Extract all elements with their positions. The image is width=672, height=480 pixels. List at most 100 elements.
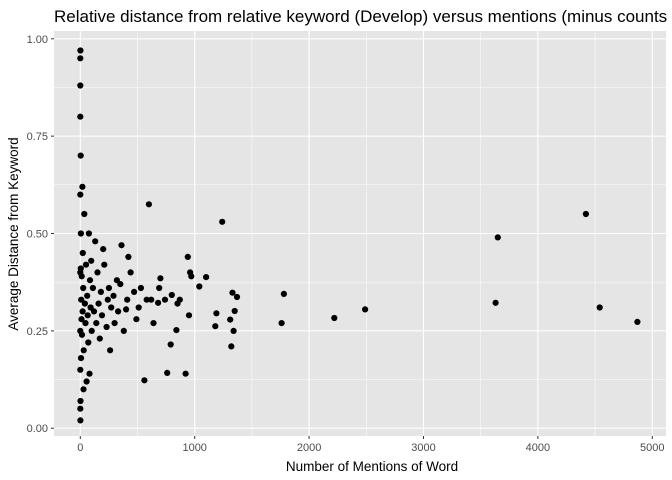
data-point (77, 113, 84, 120)
data-point (155, 299, 162, 306)
data-point (120, 327, 127, 334)
data-point (98, 312, 106, 319)
data-point (85, 339, 92, 346)
data-point (92, 238, 99, 245)
data-point (95, 300, 102, 307)
data-point (77, 47, 84, 54)
data-point (107, 347, 114, 354)
y-tick-label: 1.00 (27, 34, 48, 46)
data-point (156, 284, 163, 292)
x-tick-label: 2000 (297, 442, 321, 454)
data-point (108, 304, 115, 311)
data-point (184, 253, 191, 260)
data-point (148, 296, 155, 303)
data-point (101, 261, 108, 268)
data-point (86, 370, 93, 377)
data-point (97, 288, 104, 295)
data-point (85, 230, 92, 237)
minor-gridlines (54, 31, 666, 436)
data-point (157, 275, 164, 282)
data-point (219, 218, 226, 225)
data-point (79, 183, 86, 190)
data-point (362, 306, 369, 313)
data-point (596, 304, 603, 311)
data-point (77, 230, 84, 237)
data-points (77, 47, 641, 424)
data-point (231, 307, 238, 315)
data-point (141, 377, 148, 384)
data-point (124, 296, 131, 303)
data-point (103, 323, 110, 331)
y-tick-label: 0.50 (27, 229, 48, 241)
y-axis-title: Average Distance from Keyword (6, 137, 21, 330)
data-point (228, 343, 235, 350)
data-point (94, 269, 101, 276)
data-point (77, 191, 84, 198)
data-point (79, 308, 86, 315)
data-point (185, 312, 193, 319)
data-point (196, 283, 203, 290)
data-point (81, 210, 88, 218)
data-point (77, 82, 84, 89)
x-axis-ticks: 0 1000 2000 3000 4000 5000 (77, 436, 665, 454)
data-point (173, 327, 180, 334)
data-point (494, 234, 501, 241)
data-point (230, 327, 237, 334)
data-point (331, 314, 338, 322)
data-point (127, 269, 134, 276)
data-point (168, 291, 175, 299)
data-point (161, 296, 169, 303)
data-point (78, 316, 85, 323)
data-point (104, 296, 111, 303)
data-point (77, 269, 84, 276)
y-axis-ticks: 0.00 0.25 0.50 0.75 1.00 (27, 34, 54, 435)
data-point (82, 320, 89, 327)
x-tick-label: 5000 (640, 442, 664, 454)
data-point (77, 405, 84, 412)
data-point (100, 246, 107, 253)
data-point (77, 355, 85, 362)
data-point (77, 417, 84, 424)
data-point (123, 306, 130, 313)
data-point (105, 284, 112, 292)
data-point (83, 378, 90, 385)
y-tick-label: 0.75 (27, 131, 48, 143)
x-axis-title: Number of Mentions of Word (286, 459, 458, 474)
data-point (84, 292, 91, 299)
data-point (80, 284, 87, 292)
data-point (143, 296, 150, 303)
data-point (110, 292, 117, 299)
data-point (79, 249, 86, 257)
data-point (89, 284, 96, 292)
data-point (145, 201, 152, 208)
data-point (182, 370, 189, 377)
x-tick-label: 4000 (526, 442, 550, 454)
data-point (135, 304, 142, 311)
data-point (77, 55, 84, 62)
y-tick-label: 0.00 (27, 423, 48, 435)
data-point (167, 341, 174, 348)
data-point (84, 312, 91, 319)
data-point (233, 293, 241, 301)
data-point (187, 269, 194, 276)
data-point (634, 318, 641, 325)
x-tick-label: 3000 (411, 442, 435, 454)
data-point (213, 310, 220, 317)
data-point (86, 277, 94, 284)
data-point (113, 277, 120, 284)
y-tick-label: 0.25 (27, 326, 48, 338)
data-point (133, 316, 140, 323)
data-point (77, 397, 84, 405)
data-point (93, 320, 100, 327)
data-point (278, 320, 285, 327)
data-point (203, 274, 210, 281)
data-point (280, 290, 287, 297)
data-point (80, 347, 87, 354)
chart-title: Relative distance from relative keyword … (54, 7, 667, 26)
data-point (80, 386, 87, 393)
x-tick-label: 1000 (182, 442, 206, 454)
data-point (96, 335, 103, 342)
data-point (492, 299, 499, 306)
data-point (125, 253, 132, 260)
